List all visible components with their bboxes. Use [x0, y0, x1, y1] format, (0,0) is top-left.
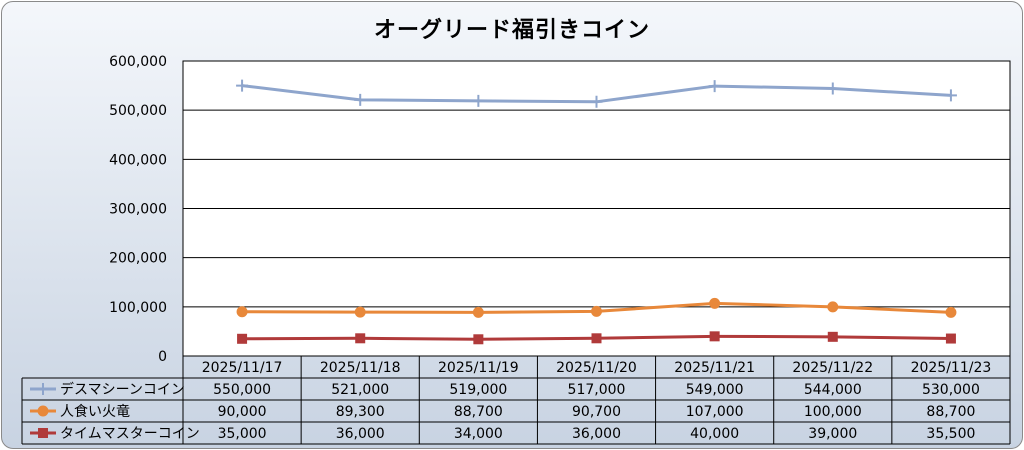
- x-tick-label: 2025/11/20: [556, 360, 637, 376]
- data-point: [591, 305, 602, 317]
- data-label: 530,000: [922, 382, 980, 398]
- data-label: 35,000: [218, 426, 267, 442]
- legend-key-marker: [37, 383, 49, 395]
- data-label: 88,700: [454, 404, 503, 420]
- data-label: 544,000: [804, 382, 862, 398]
- x-tick-label: 2025/11/22: [792, 360, 873, 376]
- y-tick-label: 300,000: [109, 202, 167, 218]
- legend-entry: 人食い火竜: [60, 403, 130, 420]
- data-label: 90,700: [572, 404, 621, 420]
- data-label: 550,000: [213, 382, 271, 398]
- data-point: [709, 331, 720, 342]
- data-point: [354, 93, 367, 106]
- data-point: [472, 306, 484, 318]
- x-tick-label: 2025/11/21: [674, 360, 755, 376]
- data-point: [472, 94, 485, 107]
- x-tick-label: 2025/11/17: [202, 360, 283, 376]
- data-label: 36,000: [336, 426, 385, 442]
- data-point: [708, 80, 721, 93]
- data-point: [590, 95, 603, 108]
- data-point: [945, 333, 956, 344]
- y-tick-label: 200,000: [109, 251, 167, 267]
- data-point: [236, 79, 249, 92]
- data-point: [354, 306, 366, 318]
- data-point: [709, 297, 721, 309]
- y-tick-label: 100,000: [109, 300, 167, 316]
- data-label: 40,000: [690, 426, 739, 442]
- data-label: 90,000: [218, 404, 267, 420]
- data-point: [826, 82, 839, 95]
- y-tick-label: 600,000: [109, 54, 167, 70]
- data-point: [827, 331, 838, 342]
- data-label: 107,000: [686, 404, 744, 420]
- x-tick-label: 2025/11/23: [911, 360, 992, 376]
- data-label: 519,000: [449, 382, 507, 398]
- data-point: [473, 334, 484, 345]
- x-tick-label: 2025/11/18: [320, 360, 401, 376]
- y-tick-label: 0: [158, 349, 167, 365]
- chart-title: オーグリード福引きコイン: [373, 18, 650, 43]
- data-label: 88,700: [926, 404, 975, 420]
- data-label: 89,300: [336, 404, 385, 420]
- data-label: 39,000: [808, 426, 857, 442]
- data-point: [945, 306, 957, 318]
- data-point: [236, 306, 248, 318]
- y-tick-label: 400,000: [109, 152, 167, 168]
- data-label: 521,000: [331, 382, 389, 398]
- data-label: 549,000: [686, 382, 744, 398]
- legend-entry: デスマシーンコイン: [60, 381, 185, 398]
- legend-key-marker: [37, 405, 49, 417]
- legend-key-marker: [38, 428, 48, 438]
- data-label: 517,000: [568, 382, 626, 398]
- y-tick-label: 500,000: [109, 103, 167, 119]
- legend-entry: タイムマスターコイン: [60, 426, 200, 442]
- data-point: [944, 89, 957, 102]
- data-point: [355, 333, 366, 344]
- data-label: 36,000: [572, 426, 621, 442]
- data-point: [827, 301, 839, 313]
- data-label: 100,000: [804, 404, 862, 420]
- x-tick-label: 2025/11/19: [438, 360, 519, 376]
- data-point: [237, 333, 248, 344]
- data-point: [591, 333, 602, 344]
- data-label: 34,000: [454, 426, 503, 442]
- data-label: 35,500: [926, 426, 975, 442]
